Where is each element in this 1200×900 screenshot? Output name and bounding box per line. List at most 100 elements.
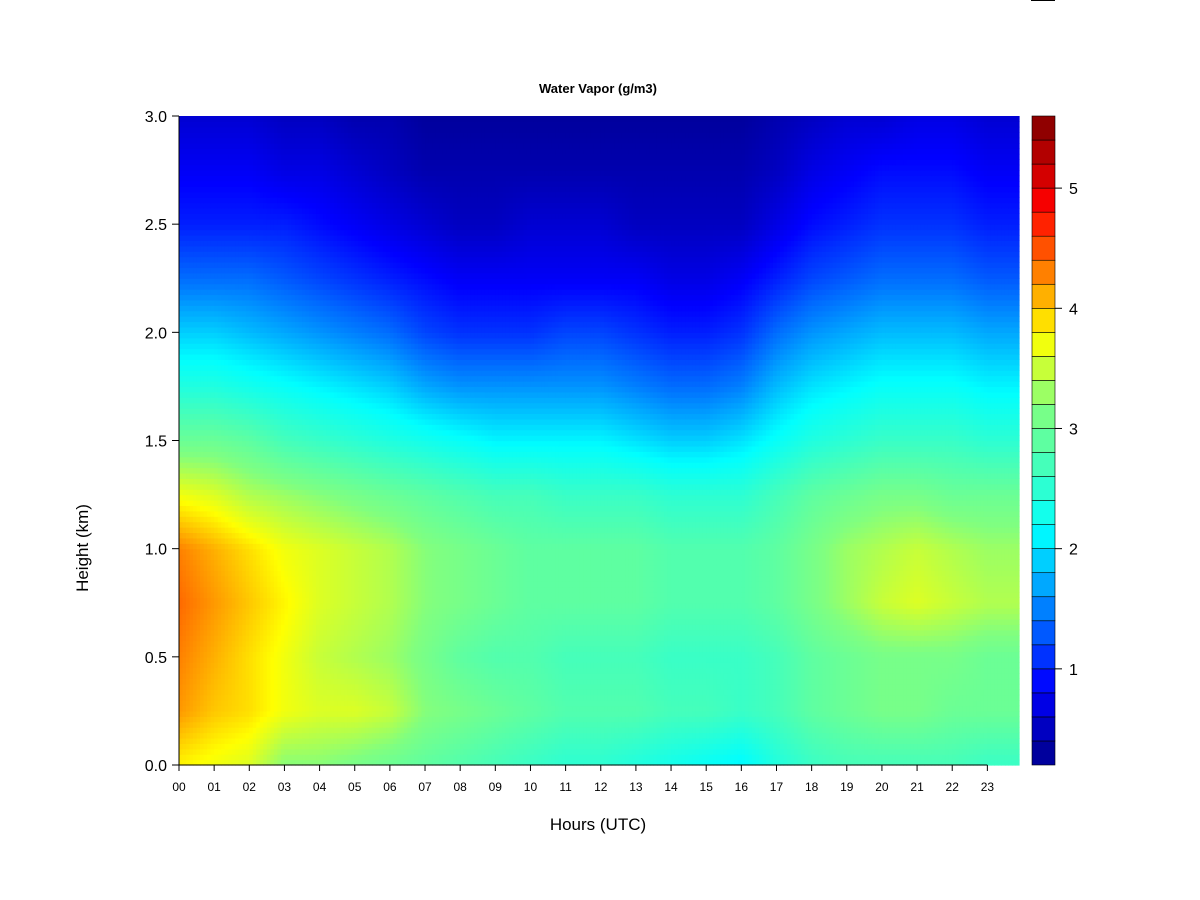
heatmap-cell — [306, 641, 310, 647]
heatmap-cell — [197, 614, 201, 620]
heatmap-cell — [277, 392, 281, 398]
heatmap-cell — [277, 121, 281, 127]
heatmap-cell — [309, 565, 313, 571]
heatmap-cell — [281, 213, 285, 219]
heatmap-cell — [200, 430, 204, 436]
heatmap-cell — [242, 641, 246, 647]
heatmap-cell — [197, 532, 201, 538]
heatmap-cell — [270, 462, 274, 468]
heatmap-cell — [214, 251, 218, 257]
heatmap-cell — [207, 289, 211, 295]
heatmap-cell — [316, 587, 320, 593]
heatmap-cell — [281, 597, 285, 603]
heatmap-cell — [193, 549, 197, 555]
heatmap-cell — [309, 235, 313, 241]
heatmap-cell — [274, 614, 278, 620]
heatmap-cell — [246, 224, 250, 230]
heatmap-cell — [284, 257, 288, 263]
heatmap-cell — [183, 165, 187, 171]
heatmap-cell — [214, 608, 218, 614]
heatmap-cell — [232, 165, 236, 171]
heatmap-cell — [323, 738, 327, 744]
heatmap-cell — [306, 559, 310, 565]
heatmap-cell — [242, 678, 246, 684]
heatmap-cell — [267, 738, 271, 744]
heatmap-cell — [179, 538, 183, 544]
heatmap-cell — [260, 516, 264, 522]
heatmap-cell — [274, 532, 278, 538]
heatmap-cell — [235, 419, 239, 425]
heatmap-cell — [232, 733, 236, 739]
heatmap-cell — [242, 213, 246, 219]
heatmap-cell — [190, 516, 194, 522]
heatmap-cell — [211, 278, 215, 284]
heatmap-cell — [200, 484, 204, 490]
heatmap-cell — [316, 635, 320, 641]
heatmap-cell — [204, 473, 208, 479]
heatmap-cell — [211, 386, 215, 392]
heatmap-cell — [263, 381, 267, 387]
heatmap-cell — [190, 576, 194, 582]
heatmap-cell — [309, 570, 313, 576]
heatmap-cell — [274, 273, 278, 279]
heatmap-cell — [197, 224, 201, 230]
heatmap-cell — [197, 657, 201, 663]
heatmap-cell — [232, 711, 236, 717]
heatmap-cell — [256, 192, 260, 198]
heatmap-cell — [239, 549, 243, 555]
heatmap-cell — [200, 549, 204, 555]
heatmap-cell — [193, 294, 197, 300]
heatmap-cell — [221, 354, 225, 360]
heatmap-cell — [263, 273, 267, 279]
heatmap-cell — [190, 116, 194, 122]
heatmap-cell — [228, 203, 232, 209]
heatmap-cell — [218, 700, 222, 706]
heatmap-cell — [284, 565, 288, 571]
heatmap-cell — [214, 203, 218, 209]
heatmap-cell — [190, 197, 194, 203]
heatmap-cell — [242, 246, 246, 252]
heatmap-cell — [246, 370, 250, 376]
heatmap-cell — [309, 576, 313, 582]
heatmap-cell — [260, 554, 264, 560]
heatmap-cell — [309, 159, 313, 165]
heatmap-cell — [309, 251, 313, 257]
heatmap-cell — [313, 451, 317, 457]
heatmap-cell — [295, 657, 299, 663]
heatmap-cell — [183, 132, 187, 138]
heatmap-cell — [242, 468, 246, 474]
heatmap-cell — [299, 408, 303, 414]
heatmap-cell — [277, 473, 281, 479]
heatmap-cell — [197, 565, 201, 571]
heatmap-cell — [313, 489, 317, 495]
heatmap-cell — [256, 143, 260, 149]
heatmap-cell — [270, 500, 274, 506]
heatmap-cell — [284, 516, 288, 522]
heatmap-cell — [183, 354, 187, 360]
heatmap-cell — [309, 484, 313, 490]
heatmap-cell — [246, 543, 250, 549]
heatmap-cell — [207, 197, 211, 203]
heatmap-cell — [274, 738, 278, 744]
heatmap-cell — [225, 624, 229, 630]
heatmap-cell — [221, 143, 225, 149]
heatmap-cell — [295, 576, 299, 582]
heatmap-cell — [193, 338, 197, 344]
heatmap-cell — [249, 641, 253, 647]
heatmap-cell — [235, 143, 239, 149]
heatmap-cell — [260, 165, 264, 171]
heatmap-cell — [232, 538, 236, 544]
heatmap-cell — [299, 706, 303, 712]
heatmap-cell — [232, 300, 236, 306]
heatmap-cell — [291, 619, 295, 625]
heatmap-cell — [249, 700, 253, 706]
heatmap-cell — [277, 662, 281, 668]
heatmap-cell — [302, 457, 306, 463]
heatmap-cell — [302, 322, 306, 328]
heatmap-cell — [186, 327, 190, 333]
heatmap-cell — [218, 121, 222, 127]
heatmap-cell — [204, 727, 208, 733]
heatmap-cell — [221, 349, 225, 355]
heatmap-cell — [249, 305, 253, 311]
heatmap-cell — [256, 522, 260, 528]
